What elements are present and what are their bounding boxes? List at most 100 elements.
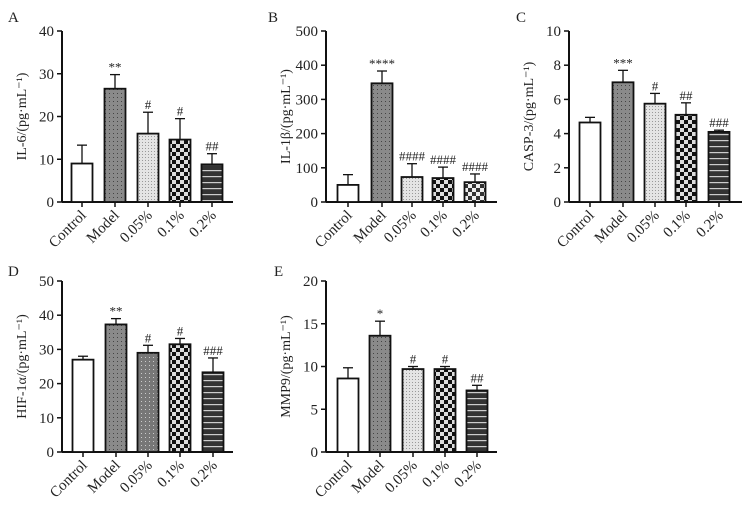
y-tick-label: 0 [47, 445, 55, 461]
bar-Model [103, 87, 127, 203]
x-tick-label: 0.05% [381, 208, 420, 247]
y-tick-label: 400 [296, 58, 319, 74]
panel-label: E [274, 264, 283, 280]
bar-0.05% [400, 176, 424, 203]
bar-Control [578, 121, 602, 203]
significance-mark: * [377, 306, 384, 321]
panel-c: C 0 2 4 6 8 10 CASP-3/(pg·mL⁻¹) Control *** Model #… [516, 10, 742, 251]
bar-0.1% [674, 113, 698, 203]
y-tick-label: 10 [546, 24, 561, 40]
x-tick-label: 0.1% [660, 208, 693, 241]
significance-mark: # [442, 352, 449, 367]
bar-0.05% [643, 102, 667, 203]
bar-0.2% [200, 163, 224, 203]
bar-0.1% [168, 343, 192, 453]
significance-mark: # [177, 104, 184, 119]
y-tick-label: 5 [311, 402, 319, 418]
significance-mark: ## [206, 139, 220, 154]
y-tick-label: 30 [39, 67, 54, 83]
y-axis-label: HIF-1α/(pg·mL⁻¹) [15, 314, 30, 419]
significance-mark: # [410, 352, 417, 367]
y-tick-label: 6 [554, 92, 562, 108]
x-tick-label: Control [46, 208, 90, 252]
y-tick-label: 30 [39, 342, 54, 358]
y-axis-label: IL-1β/(pg·mL⁻¹) [279, 69, 294, 164]
bar-Control [336, 377, 360, 453]
panel-label: A [8, 10, 19, 26]
x-tick-label: 0.1% [154, 208, 187, 241]
x-tick-label: 0.1% [417, 208, 450, 241]
x-tick-label: Model [85, 458, 124, 497]
bar-Model [368, 334, 392, 453]
bar-Control [70, 162, 94, 203]
x-tick-label: 0.2% [451, 458, 484, 491]
bar-Model [370, 82, 394, 203]
bar-0.05% [401, 368, 425, 453]
panel-label: B [268, 10, 278, 26]
y-tick-label: 20 [303, 274, 318, 290]
significance-mark: #### [462, 159, 489, 174]
x-tick-label: 0.1% [154, 458, 187, 491]
bar-0.1% [431, 177, 455, 203]
x-tick-label: Model [349, 458, 388, 497]
bar-0.2% [707, 130, 731, 203]
y-tick-label: 0 [311, 195, 319, 211]
y-tick-label: 20 [39, 377, 54, 393]
y-tick-label: 8 [554, 58, 562, 74]
y-tick-label: 4 [554, 127, 562, 143]
x-tick-label: 0.05% [117, 458, 156, 497]
y-tick-label: 0 [554, 195, 562, 211]
x-tick-label: 0.05% [624, 208, 663, 247]
y-axis-label: MMP9/(pg·mL⁻¹) [279, 315, 294, 418]
x-tick-label: Model [351, 208, 390, 247]
bar-Control [336, 183, 360, 203]
x-tick-label: Control [312, 458, 356, 502]
bar-Control [71, 358, 95, 453]
significance-mark: ## [680, 88, 694, 103]
bar-Model [104, 323, 128, 453]
y-tick-label: 10 [303, 360, 318, 376]
x-tick-label: 0.05% [382, 458, 421, 497]
y-tick-label: 300 [296, 92, 319, 108]
significance-mark: **** [369, 56, 395, 71]
bar-0.1% [433, 368, 457, 453]
x-tick-label: 0.05% [117, 208, 156, 247]
y-tick-label: 0 [311, 445, 319, 461]
significance-mark: ### [709, 115, 729, 130]
significance-mark: ** [109, 60, 122, 75]
y-tick-label: 40 [39, 308, 54, 324]
bar-Model [611, 81, 635, 203]
y-tick-label: 10 [39, 152, 54, 168]
y-axis-label: CASP-3/(pg·mL⁻¹) [522, 61, 537, 171]
x-tick-label: Model [592, 208, 631, 247]
significance-mark: # [177, 323, 184, 338]
x-tick-label: 0.1% [419, 458, 452, 491]
significance-mark: # [652, 78, 659, 93]
significance-mark: # [145, 97, 152, 112]
x-tick-label: 0.2% [187, 458, 220, 491]
panel-label: D [8, 264, 19, 280]
x-tick-label: 0.2% [186, 208, 219, 241]
y-tick-label: 20 [39, 110, 54, 126]
y-tick-label: 15 [303, 317, 318, 333]
bar-0.05% [136, 351, 160, 453]
significance-mark: *** [613, 55, 633, 70]
bar-0.05% [136, 132, 160, 203]
panel-a: A 0 10 20 30 40 IL-6/(pg·mL⁻¹) Control ** Model #0… [8, 10, 233, 251]
x-tick-label: 0.2% [693, 208, 726, 241]
bar-0.2% [201, 371, 225, 453]
significance-mark: ## [471, 370, 485, 385]
y-tick-label: 2 [554, 161, 562, 177]
significance-mark: # [145, 330, 152, 345]
bar-0.1% [168, 138, 192, 203]
y-tick-label: 0 [47, 195, 55, 211]
bar-0.2% [463, 181, 487, 203]
x-tick-label: Control [47, 458, 91, 502]
y-tick-label: 40 [39, 24, 54, 40]
bar-0.2% [465, 389, 489, 453]
panel-d: D 0 10 20 30 40 50 HIF-1α/(pg·mL⁻¹) Control ** Mod… [8, 264, 233, 501]
significance-mark: #### [430, 152, 457, 167]
y-tick-label: 100 [296, 161, 319, 177]
x-tick-label: Model [84, 208, 123, 247]
